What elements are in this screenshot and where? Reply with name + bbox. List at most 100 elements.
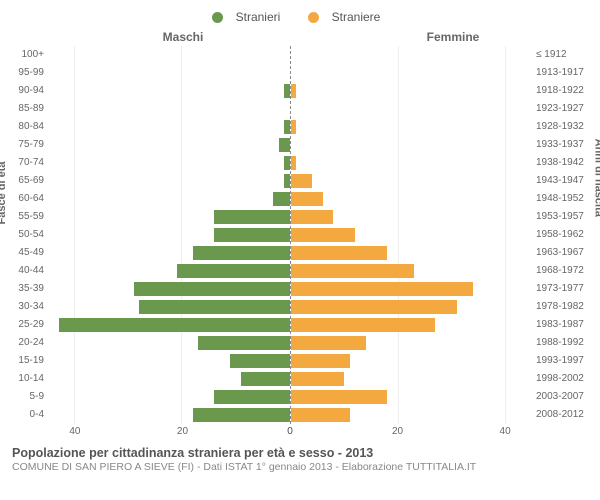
birth-label: ≤ 1912 xyxy=(532,49,588,60)
x-tick: 40 xyxy=(500,426,511,437)
birth-label: 1933-1937 xyxy=(532,139,588,150)
legend-female-label: Straniere xyxy=(332,10,381,24)
bar-male xyxy=(193,246,290,260)
age-label: 65-69 xyxy=(12,175,48,186)
bar-male xyxy=(284,174,289,188)
x-axis: 40 20 0 0 20 40 xyxy=(12,426,588,440)
birth-label: 1983-1987 xyxy=(532,319,588,330)
bar-male xyxy=(284,120,289,134)
age-label: 50-54 xyxy=(12,229,48,240)
bar-female xyxy=(291,408,350,422)
bar-female xyxy=(291,246,388,260)
birth-label: 1953-1957 xyxy=(532,211,588,222)
female-bars-column xyxy=(291,46,533,424)
chart-title: Popolazione per cittadinanza straniera p… xyxy=(12,446,588,460)
age-label: 55-59 xyxy=(12,211,48,222)
age-label: 30-34 xyxy=(12,301,48,312)
age-label: 40-44 xyxy=(12,265,48,276)
bar-female xyxy=(291,120,296,134)
age-labels-column: 100+95-9990-9485-8980-8475-7970-7465-696… xyxy=(12,46,48,424)
bar-female xyxy=(291,372,345,386)
legend-male-swatch xyxy=(212,12,223,23)
pyramid-chart: 100+95-9990-9485-8980-8475-7970-7465-696… xyxy=(12,46,588,424)
bar-male xyxy=(214,210,289,224)
age-label: 95-99 xyxy=(12,67,48,78)
bar-female xyxy=(291,210,334,224)
legend-male: Stranieri xyxy=(212,10,289,24)
bar-female xyxy=(291,300,457,314)
x-tick: 0 xyxy=(287,426,293,437)
bar-female xyxy=(291,390,388,404)
legend-female-swatch xyxy=(308,12,319,23)
y-axis-right-label: Anni di nascita xyxy=(592,139,600,217)
bar-female xyxy=(291,228,355,242)
birth-label: 1988-1992 xyxy=(532,337,588,348)
bar-female xyxy=(291,174,312,188)
birth-label: 1973-1977 xyxy=(532,283,588,294)
birth-label: 1993-1997 xyxy=(532,355,588,366)
age-label: 25-29 xyxy=(12,319,48,330)
chart-container: Fasce di età Anni di nascita Stranieri S… xyxy=(0,0,600,500)
legend: Stranieri Straniere xyxy=(12,10,588,26)
birth-label: 1913-1917 xyxy=(532,67,588,78)
birth-label: 1963-1967 xyxy=(532,247,588,258)
bar-male xyxy=(59,318,290,332)
bar-male xyxy=(279,138,290,152)
bar-female xyxy=(291,264,414,278)
bar-female xyxy=(291,282,473,296)
birth-label: 1928-1932 xyxy=(532,121,588,132)
age-label: 35-39 xyxy=(12,283,48,294)
x-tick: 20 xyxy=(392,426,403,437)
birth-label: 2008-2012 xyxy=(532,409,588,420)
age-label: 20-24 xyxy=(12,337,48,348)
age-label: 45-49 xyxy=(12,247,48,258)
legend-female: Straniere xyxy=(308,10,389,24)
birth-label: 1923-1927 xyxy=(532,103,588,114)
birth-label: 1968-1972 xyxy=(532,265,588,276)
bar-male xyxy=(139,300,289,314)
age-label: 100+ xyxy=(12,49,48,60)
bar-male xyxy=(198,336,289,350)
birth-label: 1948-1952 xyxy=(532,193,588,204)
birth-labels-column: ≤ 1912 1913-1917 1918-1922 1923-1927 1928-19… xyxy=(532,46,588,424)
age-label: 70-74 xyxy=(12,157,48,168)
header-male: Maschi xyxy=(48,30,318,44)
age-label: 90-94 xyxy=(12,85,48,96)
age-label: 60-64 xyxy=(12,193,48,204)
bar-male xyxy=(273,192,289,206)
bar-male xyxy=(284,156,289,170)
birth-label: 1998-2002 xyxy=(532,373,588,384)
legend-male-label: Stranieri xyxy=(236,10,281,24)
x-tick: 20 xyxy=(177,426,188,437)
birth-label: 1938-1942 xyxy=(532,157,588,168)
bar-male xyxy=(214,228,289,242)
bar-male xyxy=(177,264,290,278)
age-label: 15-19 xyxy=(12,355,48,366)
male-bars-column xyxy=(48,46,291,424)
age-label: 80-84 xyxy=(12,121,48,132)
birth-label: 2003-2007 xyxy=(532,391,588,402)
birth-label: 1918-1922 xyxy=(532,85,588,96)
birth-label: 1958-1962 xyxy=(532,229,588,240)
age-label: 10-14 xyxy=(12,373,48,384)
x-axis-right: 0 20 40 xyxy=(290,426,532,440)
birth-label: 1943-1947 xyxy=(532,175,588,186)
bar-male xyxy=(193,408,290,422)
bar-male xyxy=(214,390,289,404)
bar-female xyxy=(291,192,323,206)
age-label: 85-89 xyxy=(12,103,48,114)
column-headers: Maschi Femmine xyxy=(12,30,588,44)
bar-male xyxy=(134,282,290,296)
x-axis-left: 40 20 0 xyxy=(48,426,290,440)
bar-male xyxy=(230,354,289,368)
bar-female xyxy=(291,354,350,368)
age-label: 0-4 xyxy=(12,409,48,420)
bar-female xyxy=(291,336,366,350)
y-axis-left-label: Fasce di età xyxy=(0,162,8,225)
age-label: 5-9 xyxy=(12,391,48,402)
bar-male xyxy=(284,84,289,98)
birth-label: 1978-1982 xyxy=(532,301,588,312)
chart-source: COMUNE DI SAN PIERO A SIEVE (FI) - Dati … xyxy=(12,461,588,473)
header-female: Femmine xyxy=(318,30,588,44)
x-tick: 40 xyxy=(69,426,80,437)
